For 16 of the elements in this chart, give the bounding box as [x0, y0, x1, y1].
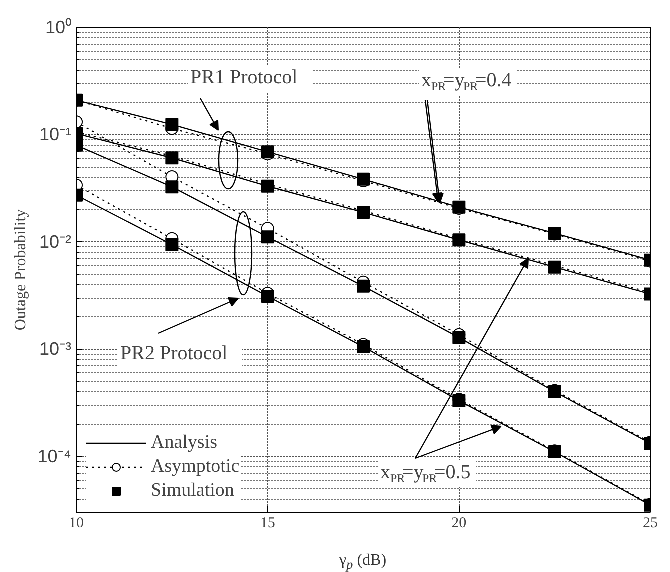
x-tick-label: 20: [452, 516, 467, 532]
y-tick-label: 10⁻⁴: [38, 446, 72, 466]
x-tick-label: 10: [69, 516, 84, 532]
annotation: PR2 Protocol: [120, 342, 228, 364]
legend-label: Analysis: [151, 432, 218, 454]
x-axis-title: γ$_{p}$ (dB): [339, 551, 387, 572]
y-tick-label: 10⁻³: [39, 339, 72, 360]
y-tick-label: 10⁻²: [39, 232, 72, 252]
y-tick-label: 10⁻¹: [39, 124, 72, 145]
y-axis-title: Outage Probability: [12, 209, 30, 331]
legend-label: Asymptotic: [151, 456, 240, 478]
y-tick-label: 10⁰: [45, 18, 72, 38]
annotation: PR1 Protocol: [190, 66, 298, 88]
x-tick-label: 25: [643, 516, 658, 532]
legend-label: Simulation: [151, 480, 234, 502]
x-tick-label: 15: [260, 516, 276, 532]
